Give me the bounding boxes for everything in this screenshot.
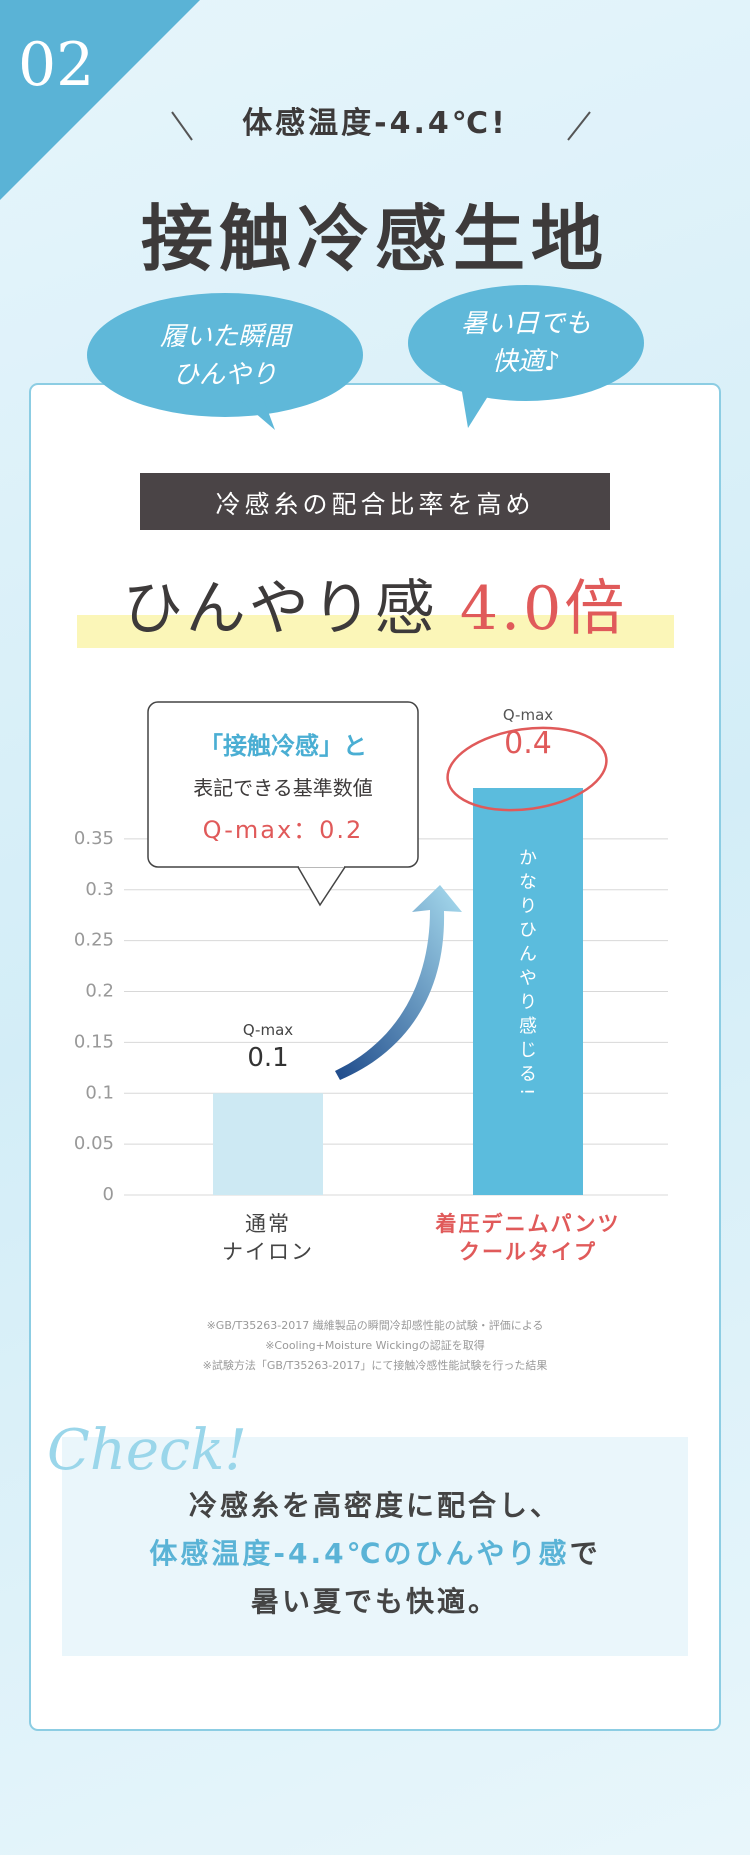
- highlight: [77, 615, 674, 648]
- y-tick-label: 0.05: [74, 1133, 114, 1154]
- badge-corner: [0, 0, 200, 200]
- value-label: 0.4: [504, 726, 552, 761]
- y-tick-label: 0.35: [74, 828, 114, 849]
- note: ※Cooling+Moisture Wickingの認証を取得: [265, 1339, 485, 1352]
- check-box: [62, 1437, 688, 1656]
- y-tick-label: 0.1: [85, 1082, 114, 1103]
- headline-text: ひんやり感: [122, 574, 438, 644]
- callout: 「接触冷感」と 表記できる基準数値 Q-max：0.2: [148, 725, 418, 851]
- catch-line: [567, 111, 591, 141]
- check-label: Check!: [47, 1418, 247, 1483]
- headline-emphasis: 4.0倍: [459, 574, 628, 644]
- value-label: 0.1: [247, 1043, 289, 1074]
- value-caption: Q-max: [242, 1021, 294, 1040]
- badge: 02: [18, 30, 95, 100]
- arrow: [335, 885, 462, 1080]
- note: ※試験方法「GB/T35263-2017」にて接触冷感性能試験を行った結果: [202, 1359, 548, 1372]
- check-line: 体感温度-4.4℃のひんやり感で: [62, 1530, 688, 1578]
- x-tick-label: 着圧デニムパンツ クールタイプ: [435, 1212, 621, 1264]
- bar: [213, 1093, 323, 1195]
- y-tick-label: 0: [103, 1184, 114, 1205]
- banner-bg: [140, 473, 610, 530]
- check-emphasis: 体感温度-4.4℃のひんやり感: [149, 1537, 570, 1570]
- bubble-tail: [240, 395, 275, 430]
- headline: ひんやり感 4.0倍: [0, 560, 750, 647]
- bubble: [87, 293, 363, 417]
- catch: 体感温度-4.4℃!: [242, 106, 508, 141]
- catch-line: [171, 111, 193, 141]
- callout-tail: [296, 866, 347, 907]
- check-rest: で: [569, 1537, 601, 1570]
- y-tick-label: 0.3: [85, 879, 114, 900]
- callout-line: Q-max：0.2: [202, 816, 364, 844]
- note: ※GB/T35263-2017 繊維製品の瞬間冷却感性能の試験・評価による: [206, 1319, 544, 1332]
- bubble-tail: [460, 380, 495, 428]
- value-caption: Q-max: [502, 706, 554, 724]
- y-tick-label: 0.25: [74, 930, 114, 951]
- check-text: 冷感糸を高密度に配合し、 体感温度-4.4℃のひんやり感で 暑い夏でも快適。: [62, 1482, 688, 1626]
- x-tick-label: 通常 ナイロン: [222, 1212, 314, 1264]
- bubble-text: 履いた瞬間 ひんやり: [159, 322, 290, 390]
- callout-line: 「接触冷感」と: [199, 732, 367, 760]
- callout-line: 表記できる基準数値: [193, 776, 373, 800]
- circle-mark: [446, 726, 608, 812]
- banner: 冷感糸の配合比率を高め: [215, 490, 535, 519]
- check-line: 暑い夏でも快適。: [250, 1585, 499, 1618]
- y-tick-label: 0.2: [85, 981, 114, 1002]
- bubble: [408, 285, 644, 401]
- callout-box: [147, 701, 419, 868]
- y-tick-label: 0.15: [74, 1031, 114, 1052]
- check-line: 冷感糸を高密度に配合し、: [188, 1489, 561, 1522]
- bar: [473, 788, 583, 1195]
- title: 接触冷感生地: [140, 197, 609, 281]
- bubble-text: 暑い日でも 快適♪: [460, 309, 591, 377]
- bar-note: かなりひんやり感じる!: [516, 848, 537, 1102]
- notes: ※GB/T35263-2017 繊維製品の瞬間冷却感性能の試験・評価による ※Co…: [0, 1316, 750, 1376]
